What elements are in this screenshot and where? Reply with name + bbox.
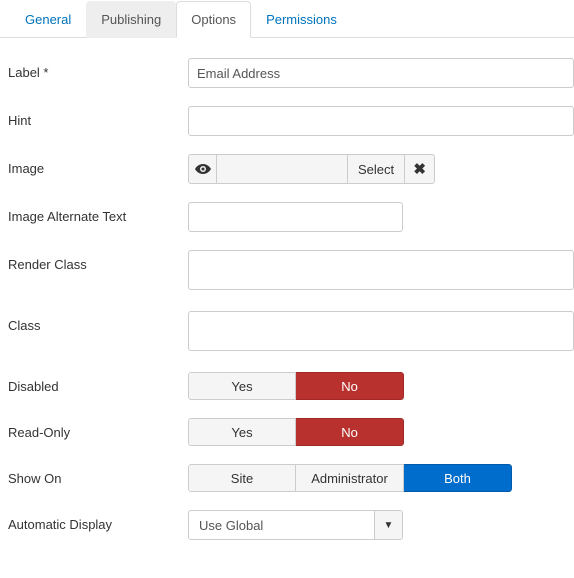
show-on-both[interactable]: Both [404, 464, 512, 492]
readonly-yes[interactable]: Yes [188, 418, 296, 446]
hint-label: Hint [8, 106, 188, 128]
image-clear-button[interactable]: ✖ [404, 155, 434, 183]
class-input[interactable] [188, 311, 574, 351]
label-label: Label * [8, 58, 188, 80]
show-on-site[interactable]: Site [188, 464, 296, 492]
tab-publishing[interactable]: Publishing [86, 1, 176, 38]
tab-options[interactable]: Options [176, 1, 251, 38]
readonly-no[interactable]: No [296, 418, 404, 446]
class-label: Class [8, 311, 188, 333]
disabled-toggle: Yes No [188, 372, 404, 400]
auto-display-select[interactable]: Use Global ▼ [188, 510, 403, 540]
auto-display-value: Use Global [189, 511, 374, 539]
auto-display-label: Automatic Display [8, 510, 188, 532]
image-label: Image [8, 154, 188, 176]
render-class-label: Render Class [8, 250, 188, 272]
image-alt-input[interactable] [188, 202, 403, 232]
disabled-no[interactable]: No [296, 372, 404, 400]
show-on-administrator[interactable]: Administrator [296, 464, 404, 492]
disabled-yes[interactable]: Yes [188, 372, 296, 400]
image-media-field: Select ✖ [188, 154, 435, 184]
close-icon: ✖ [413, 160, 426, 178]
hint-input[interactable] [188, 106, 574, 136]
tab-permissions[interactable]: Permissions [251, 1, 352, 38]
options-form: Label * Hint Image Select ✖ Image A [0, 38, 574, 578]
eye-icon[interactable] [189, 155, 217, 183]
tabs: General Publishing Options Permissions [0, 0, 574, 38]
chevron-down-icon: ▼ [374, 511, 402, 539]
show-on-label: Show On [8, 464, 188, 486]
render-class-input[interactable] [188, 250, 574, 290]
image-path-input[interactable] [217, 155, 347, 183]
label-input[interactable] [188, 58, 574, 88]
show-on-toggle: Site Administrator Both [188, 464, 512, 492]
tab-general[interactable]: General [10, 1, 86, 38]
image-select-button[interactable]: Select [347, 155, 404, 183]
readonly-toggle: Yes No [188, 418, 404, 446]
readonly-label: Read-Only [8, 418, 188, 440]
disabled-label: Disabled [8, 372, 188, 394]
image-alt-label: Image Alternate Text [8, 202, 188, 224]
